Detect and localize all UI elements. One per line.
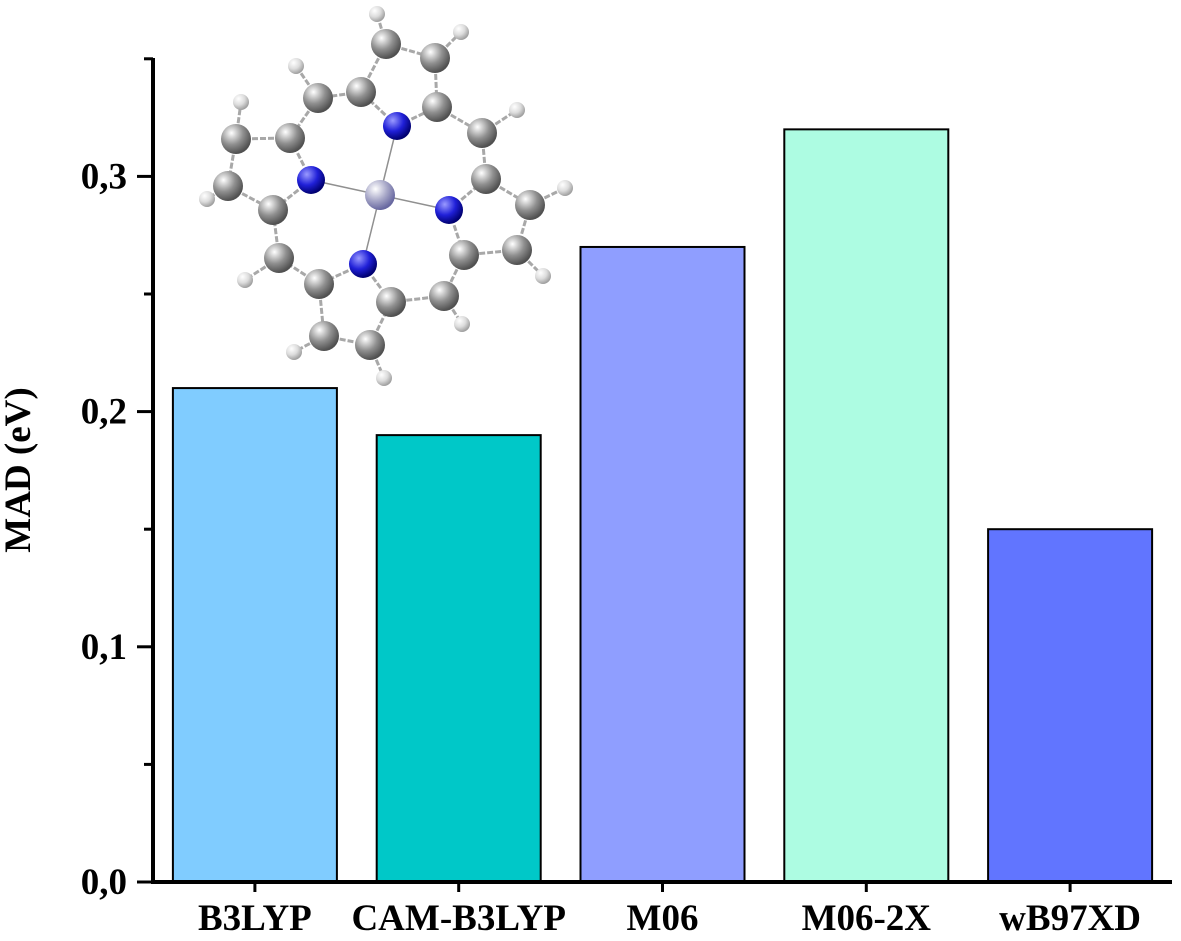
bar-m06-2x <box>783 128 950 884</box>
y-tick-label: 0,0 <box>81 862 127 903</box>
metal-atom <box>365 180 395 210</box>
carbon-atom <box>346 77 376 107</box>
x-tick-label: M06-2X <box>802 898 932 939</box>
bar-cam-b3lyp <box>375 434 542 883</box>
carbon-atom <box>371 29 401 59</box>
bar-b3lyp <box>171 387 338 883</box>
carbon-atom <box>376 287 406 317</box>
x-tick-label: B3LYP <box>198 898 312 939</box>
carbon-atom <box>422 92 452 122</box>
hydrogen-atom <box>199 191 215 207</box>
y-tick-label: 0,2 <box>81 392 127 433</box>
hydrogen-atom <box>369 6 385 22</box>
carbon-atom <box>304 269 334 299</box>
nitrogen-atom <box>435 196 463 224</box>
hydrogen-atom <box>557 180 573 196</box>
y-axis-label: MAD (eV) <box>0 387 39 552</box>
x-tick-label: M06 <box>627 898 699 939</box>
porphyrin-molecule-illustration <box>199 6 573 386</box>
hydrogen-atom <box>288 58 304 74</box>
y-ticks-group: 0,0 0,1 0,2 0,3 <box>81 57 153 903</box>
bar-m06 <box>579 245 746 883</box>
x-tick-label: CAM-B3LYP <box>351 898 565 939</box>
hydrogen-atom <box>286 344 302 360</box>
hydrogen-atom <box>376 370 392 386</box>
carbon-atom <box>221 124 251 154</box>
y-tick-label: 0,3 <box>81 156 127 197</box>
carbon-atom <box>355 330 385 360</box>
carbon-atom <box>449 240 479 270</box>
bars-group <box>171 128 1154 884</box>
carbon-atom <box>420 43 450 73</box>
hydrogen-atom <box>237 272 253 288</box>
x-tick-label: wB97XD <box>999 898 1141 939</box>
carbon-atom <box>275 123 305 153</box>
nitrogen-atom <box>349 250 377 278</box>
hydrogen-atom <box>509 102 525 118</box>
hydrogen-atom <box>453 24 469 40</box>
carbon-atom <box>467 118 497 148</box>
hydrogen-atom <box>233 94 249 110</box>
molecule-atoms <box>199 6 573 386</box>
carbon-atom <box>429 281 459 311</box>
carbon-atom <box>303 83 333 113</box>
carbon-atom <box>502 235 532 265</box>
nitrogen-atom <box>383 112 411 140</box>
hydrogen-atom <box>454 316 470 332</box>
x-ticks-group: B3LYP CAM-B3LYP M06 M06-2X wB97XD <box>198 882 1141 939</box>
hydrogen-atom <box>535 268 551 284</box>
molecule-bond <box>515 248 545 278</box>
bar-wb97xd <box>987 528 1154 883</box>
molecule-bond <box>433 30 463 60</box>
carbon-atom <box>213 171 243 201</box>
carbon-atom <box>264 243 294 273</box>
molecule-bond <box>234 101 243 140</box>
carbon-atom <box>258 195 288 225</box>
nitrogen-atom <box>297 166 325 194</box>
carbon-atom <box>309 321 339 351</box>
y-tick-label: 0,1 <box>81 627 127 668</box>
carbon-atom <box>471 164 501 194</box>
carbon-atom <box>515 190 545 220</box>
